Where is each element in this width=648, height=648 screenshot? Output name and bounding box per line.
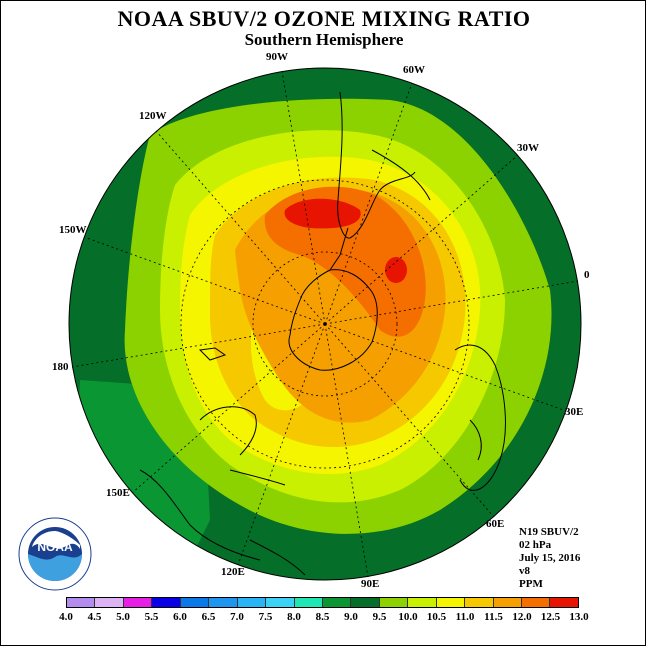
graticule (71, 70, 579, 578)
lon-label-0: 0 (584, 269, 590, 281)
lon-label-90e: 90E (361, 578, 379, 590)
logo-text: NOAA (37, 540, 73, 554)
colorbar-label: 9.0 (344, 611, 358, 623)
lon-label-150e: 150E (106, 487, 130, 499)
info-date: July 15, 2016 (519, 552, 581, 564)
lon-label-150w: 150W (59, 224, 87, 236)
lon-label-60e: 60E (486, 518, 504, 530)
colorbar-label: 6.0 (173, 611, 187, 623)
colorbar-swatch (379, 598, 409, 607)
colorbar-label: 10.5 (426, 611, 447, 623)
noaa-logo: NOAA (18, 517, 92, 591)
coastlines (139, 91, 506, 576)
longitude-labels: 90W 60W 30W 0 30E 60E 90E 120E 150E 180 … (52, 51, 590, 590)
colorbar-swatch (351, 598, 380, 607)
colorbar-label: 5.0 (116, 611, 130, 623)
colorbar-swatch (550, 598, 578, 607)
lon-label-60w: 60W (403, 64, 425, 76)
colorbar-label: 8.0 (287, 611, 301, 623)
colorbar-swatch (408, 598, 437, 607)
info-level: 02 hPa (519, 539, 552, 551)
colorbar-label: 7.5 (258, 611, 273, 623)
colorbar-label: 13.0 (569, 611, 589, 623)
colorbar-swatch (266, 598, 295, 607)
page-title: NOAA SBUV/2 OZONE MIXING RATIO (117, 6, 531, 31)
colorbar-label: 9.5 (372, 611, 387, 623)
colorbar-swatch (209, 598, 238, 607)
lon-label-90w: 90W (266, 51, 288, 63)
info-version: v8 (519, 565, 530, 577)
colorbar-label: 6.5 (201, 611, 216, 623)
colorbar-swatch (465, 598, 494, 607)
colorbar-swatch (152, 598, 181, 607)
info-units: PPM (519, 578, 543, 590)
lon-label-30w: 30W (517, 142, 539, 154)
colorbar-swatch (237, 598, 267, 607)
colorbar-swatch (95, 598, 124, 607)
colorbar-label: 4.5 (87, 611, 102, 623)
lon-label-120e: 120E (221, 566, 245, 578)
colorbar-label: 10.0 (398, 611, 418, 623)
lon-label-30e: 30E (565, 406, 583, 418)
colorbar-swatch (180, 598, 210, 607)
colorbar-label: 11.0 (455, 611, 475, 623)
page-subtitle: Southern Hemisphere (244, 30, 404, 49)
colorbar-swatch (123, 598, 153, 607)
colorbar-swatch (493, 598, 522, 607)
info-block: N19 SBUV/2 02 hPa July 15, 2016 v8 PPM (519, 526, 580, 591)
colorbar-swatch (322, 598, 352, 607)
info-satellite: N19 SBUV/2 (519, 526, 579, 538)
colorbar-labels: 4.0 4.5 5.0 5.5 6.0 6.5 7.0 7.5 8.0 8.5 9.0 9.5 10.0… (0, 611, 648, 625)
colorbar-label: 8.5 (315, 611, 330, 623)
colorbar-label: 4.0 (59, 611, 73, 623)
colorbar (66, 597, 579, 608)
colorbar-label: 5.5 (144, 611, 159, 623)
colorbar-label: 12.0 (512, 611, 532, 623)
colorbar-swatch (294, 598, 323, 607)
colorbar-label: 12.5 (540, 611, 561, 623)
lon-label-180: 180 (52, 361, 69, 373)
colorbar-label: 7.0 (230, 611, 244, 623)
colorbar-label: 11.5 (484, 611, 503, 623)
colorbar-swatch (67, 598, 96, 607)
colorbar-swatch (436, 598, 466, 607)
map-border (68, 67, 582, 581)
lon-label-120w: 120W (139, 110, 167, 122)
colorbar-swatch (522, 598, 551, 607)
